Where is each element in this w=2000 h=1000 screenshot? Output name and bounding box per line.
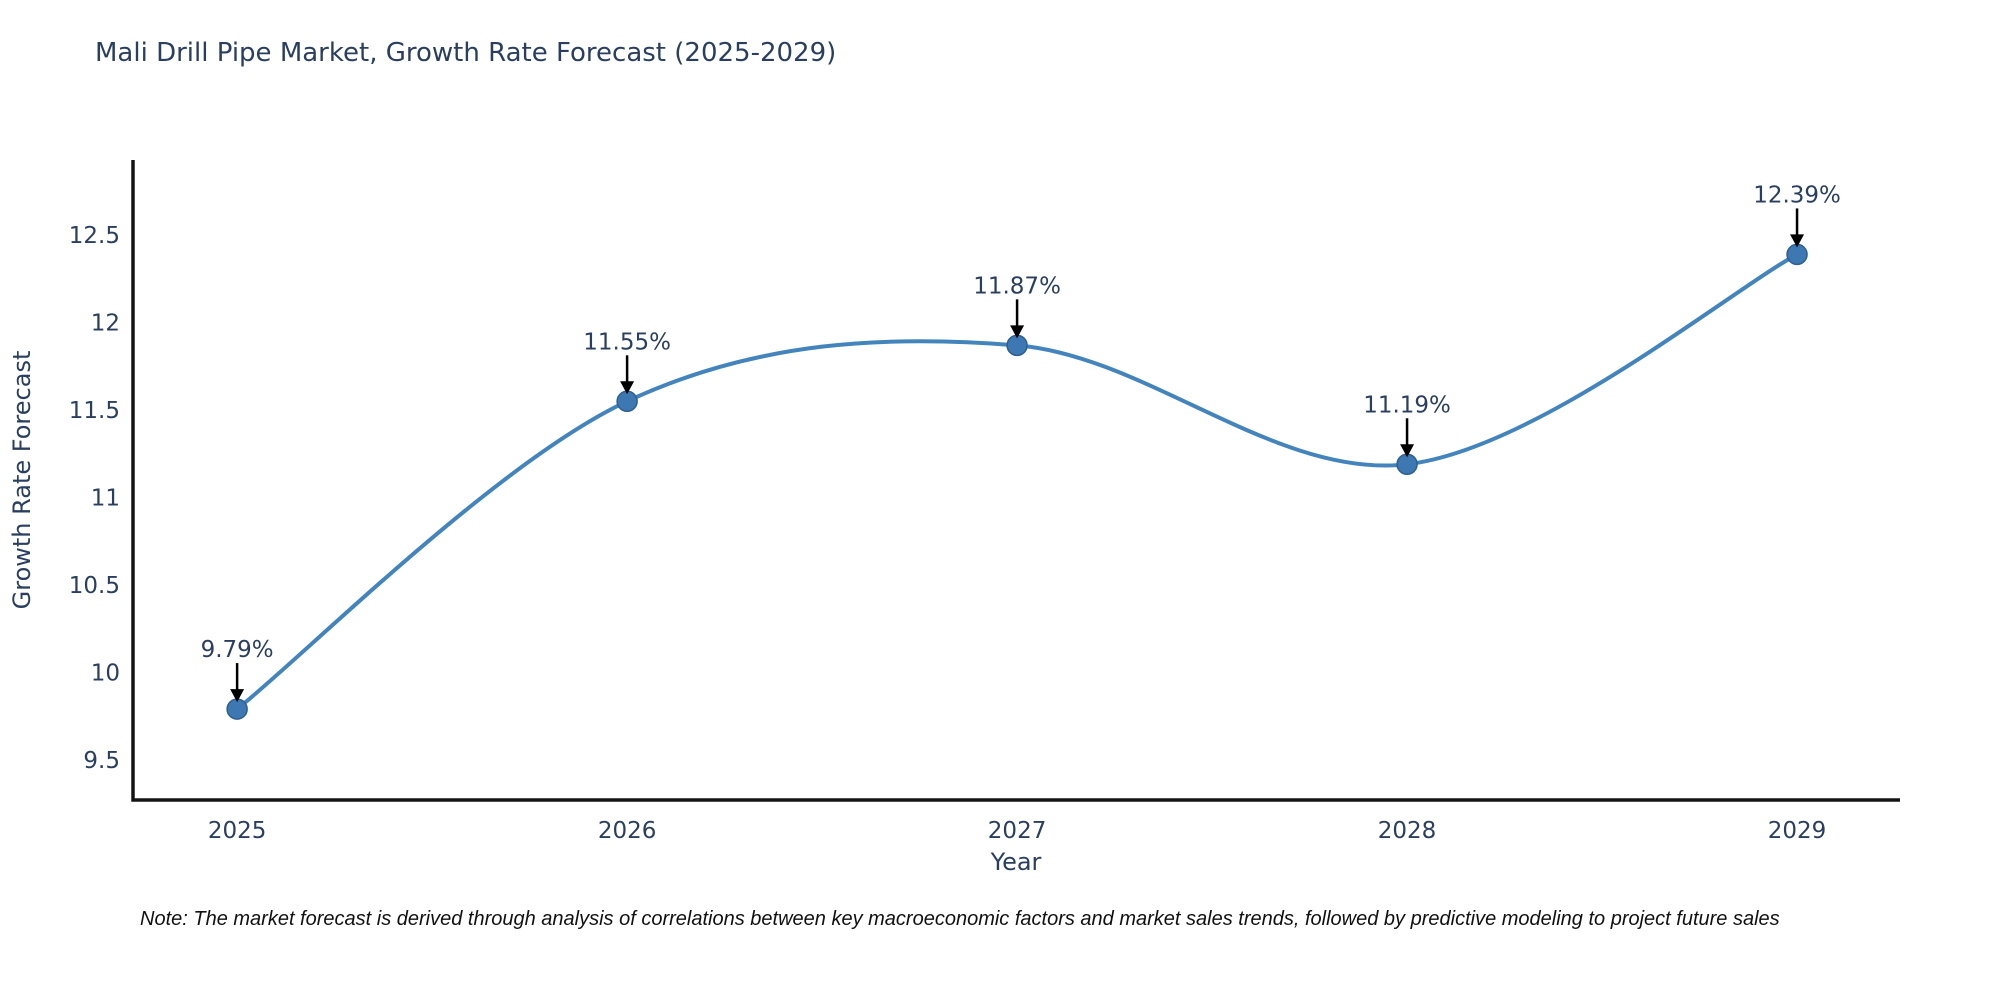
- data-point-label: 9.79%: [201, 637, 274, 663]
- y-tick-label: 12: [91, 311, 120, 337]
- annotation-arrowhead-icon: [1400, 444, 1415, 458]
- x-axis-title: Year: [990, 848, 1042, 876]
- x-tick-label: 2027: [988, 818, 1047, 844]
- data-point-label: 12.39%: [1753, 182, 1841, 208]
- data-point-label: 11.87%: [973, 273, 1061, 299]
- annotation-arrowhead-icon: [1790, 234, 1805, 248]
- y-tick-label: 12.5: [69, 223, 120, 249]
- x-tick-label: 2029: [1768, 818, 1827, 844]
- x-tick-label: 2028: [1378, 818, 1437, 844]
- x-tick-label: 2025: [208, 818, 267, 844]
- axis-spines: [131, 160, 1900, 802]
- x-tick-label: 2026: [598, 818, 657, 844]
- annotation-arrowhead-icon: [230, 689, 245, 703]
- annotation-arrowhead-icon: [620, 381, 635, 395]
- data-point-label: 11.19%: [1363, 392, 1451, 418]
- y-tick-label: 10.5: [69, 573, 120, 599]
- y-tick-label: 11: [91, 485, 120, 511]
- y-tick-label: 11.5: [69, 398, 120, 424]
- annotation-arrowhead-icon: [1010, 325, 1025, 339]
- chart-title: Mali Drill Pipe Market, Growth Rate Fore…: [95, 38, 837, 68]
- plot-area: 9.5 10 10.5 11 11.5 12 12.5 2025 2026 2027 2028 202…: [8, 160, 1900, 876]
- data-point-label: 11.55%: [583, 329, 671, 355]
- y-tick-label: 9.5: [83, 748, 120, 774]
- y-axis-title: Growth Rate Forecast: [8, 351, 36, 610]
- footnote: Note: The market forecast is derived thr…: [140, 908, 1780, 930]
- y-tick-label: 10: [91, 660, 120, 686]
